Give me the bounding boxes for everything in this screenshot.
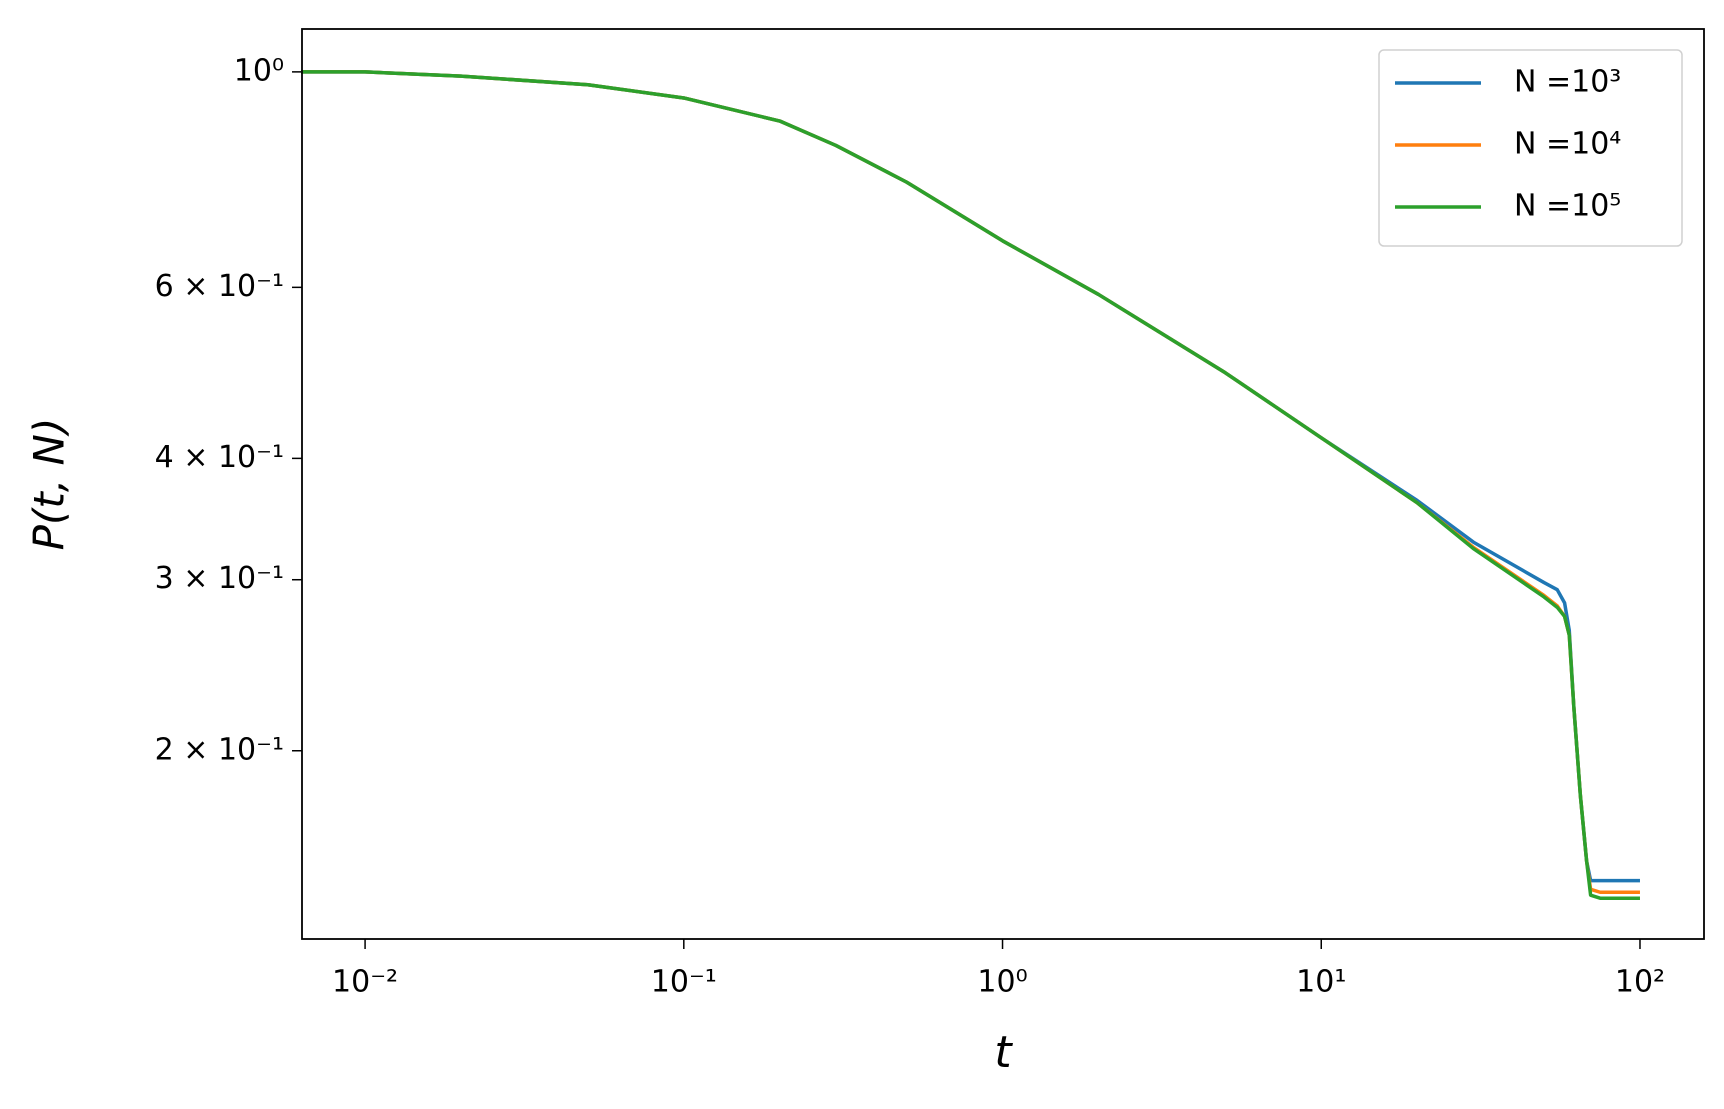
y-tick-label: 10⁰ bbox=[234, 53, 284, 88]
y-tick-label: 2 × 10⁻¹ bbox=[155, 732, 284, 767]
x-tick-label: 10² bbox=[1615, 965, 1665, 1000]
y-tick-label: 4 × 10⁻¹ bbox=[155, 440, 284, 475]
x-tick-label: 10¹ bbox=[1296, 965, 1346, 1000]
x-tick-label: 10⁰ bbox=[977, 965, 1027, 1000]
legend-box bbox=[1378, 49, 1683, 247]
legend-label: N =10³ bbox=[1514, 65, 1621, 100]
plot-frame bbox=[301, 28, 1705, 940]
legend-label: N =10⁵ bbox=[1514, 189, 1621, 224]
y-tick-label: 3 × 10⁻¹ bbox=[155, 561, 284, 596]
y-tick-label: 6 × 10⁻¹ bbox=[155, 269, 284, 304]
x-tick-label: 10⁻¹ bbox=[651, 965, 717, 1000]
legend-label: N =10⁴ bbox=[1514, 127, 1621, 162]
y-axis-label: P(t, N) bbox=[25, 418, 74, 551]
data-line bbox=[301, 70, 1640, 900]
x-axis-label: t bbox=[994, 1027, 1013, 1078]
x-tick-label: 10⁻² bbox=[332, 965, 398, 1000]
